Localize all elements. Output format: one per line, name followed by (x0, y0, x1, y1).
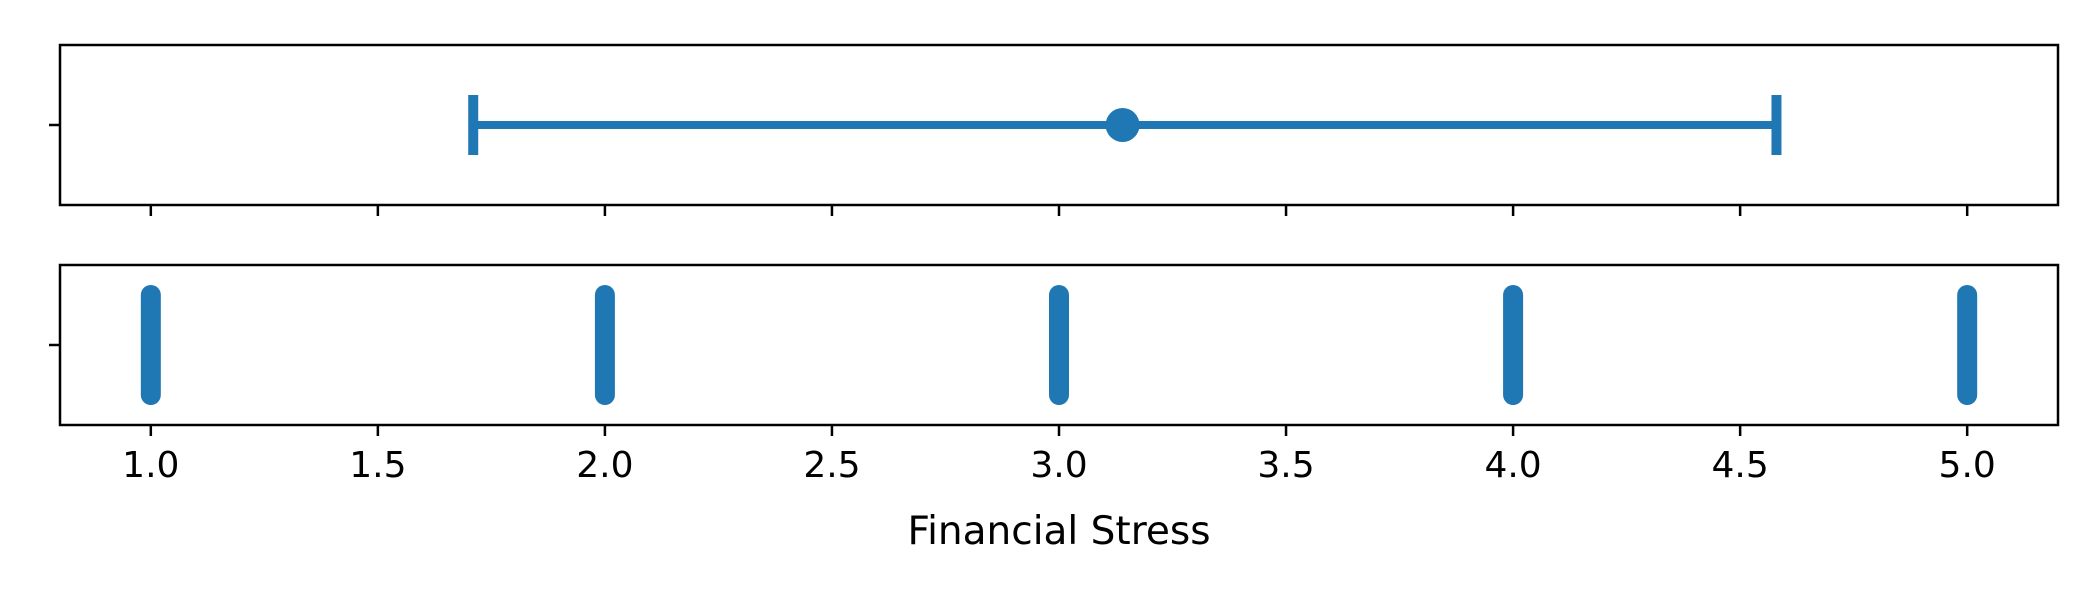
x-tick-label: 1.5 (349, 445, 406, 486)
x-tick-label: 3.0 (1030, 445, 1087, 486)
x-tick-label: 2.0 (576, 445, 633, 486)
top-marks (468, 95, 1782, 155)
top-panel (49, 43, 2060, 216)
x-tick-label: 3.5 (1257, 445, 1314, 486)
x-tick-label: 5.0 (1939, 445, 1996, 486)
bottom-marks (140, 285, 1978, 405)
top-x-ticks (149, 205, 1969, 216)
bottom-x-ticks: 1.0 1.5 2.0 2.5 3.0 3.5 4.0 4.5 5.0 (122, 425, 1996, 486)
x-axis-label: Financial Stress (907, 509, 1210, 554)
bottom-panel: 1.0 1.5 2.0 2.5 3.0 3.5 4.0 4.5 5.0 (49, 263, 2060, 486)
x-tick-label: 1.0 (122, 445, 179, 486)
mean-point (1105, 108, 1140, 142)
x-tick-label: 2.5 (803, 445, 860, 486)
x-tick-label: 4.5 (1712, 445, 1769, 486)
x-tick-label: 4.0 (1484, 445, 1541, 486)
